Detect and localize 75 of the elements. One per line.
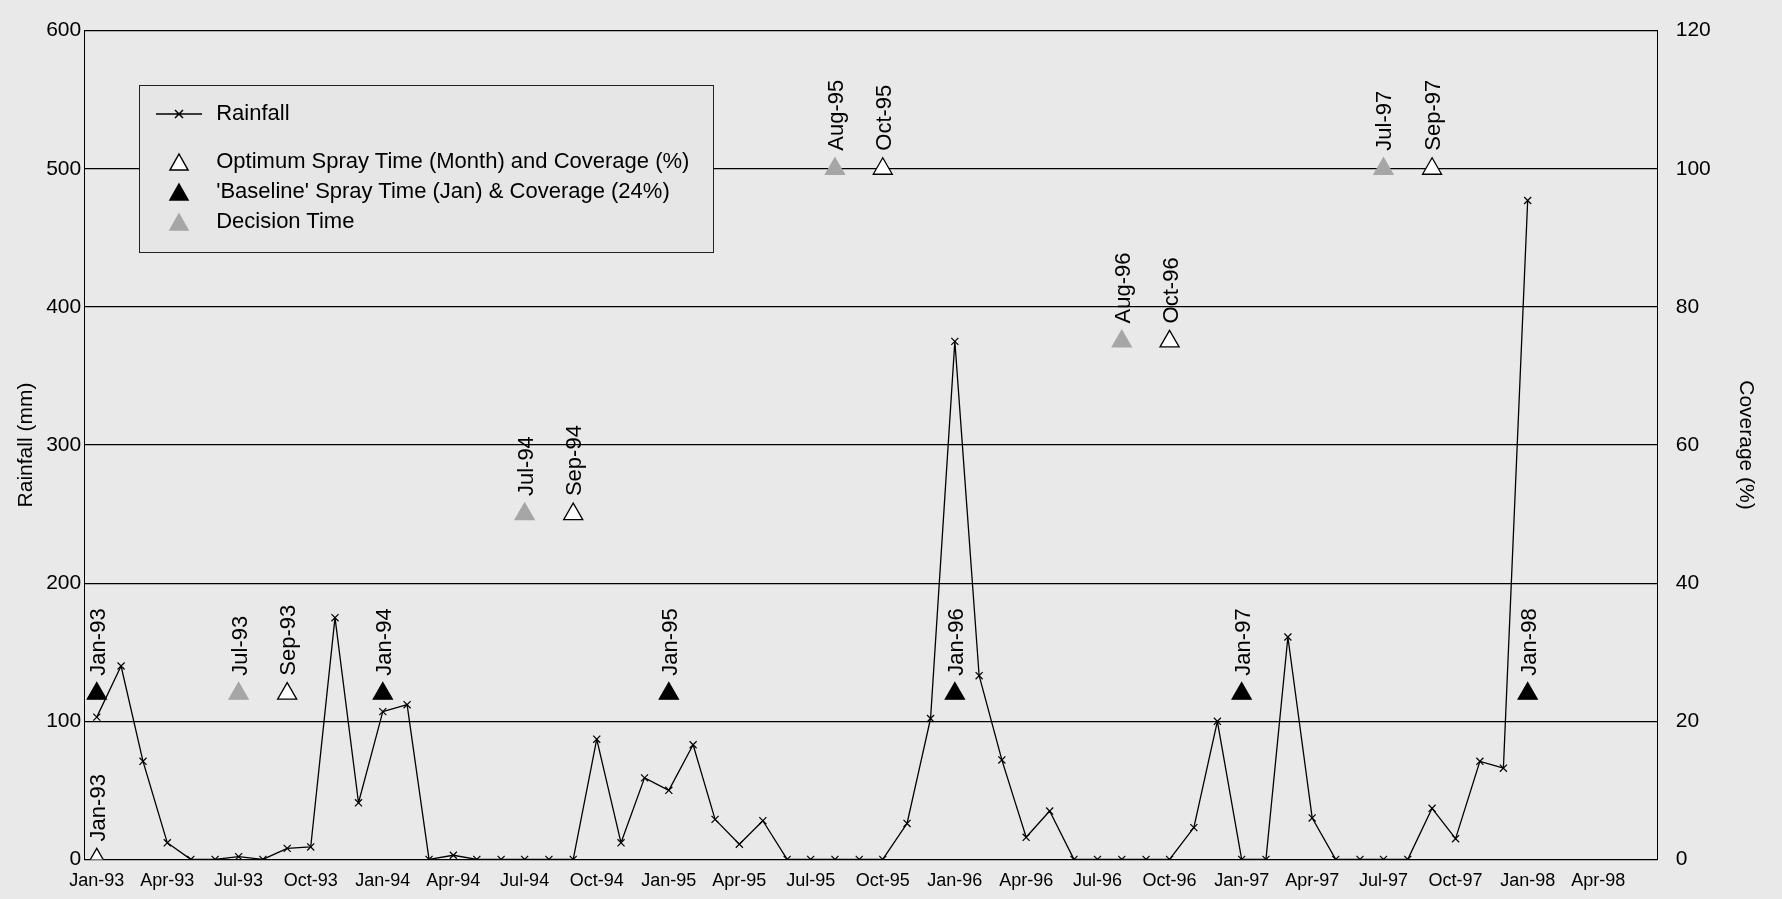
y2-tick-label: 20 [1675,708,1700,732]
x-tick-label: Oct-96 [1142,870,1197,891]
data-label: Aug-96 [1109,252,1135,324]
x-tick-label: Apr-94 [426,870,481,891]
point [1159,329,1180,348]
data-label: Jul-93 [226,615,252,676]
point [372,681,393,700]
x-tick-label: Jan-93 [69,870,125,891]
x-tick-label: Oct-94 [569,870,624,891]
data-label: Jan-94 [370,608,396,676]
point [944,681,966,700]
point [228,681,249,700]
x-tick-label: Oct-95 [855,870,910,891]
point [277,681,298,700]
x-tick-label: Jul-97 [1358,870,1409,891]
x-tick-label: Jul-93 [214,870,264,891]
y-tick-label: 500 [46,155,82,179]
point [1421,157,1443,175]
legend-label: Decision Time [216,207,355,234]
x-tick-label: Jul-96 [1072,870,1122,891]
y2-tick-label: 100 [1675,155,1711,179]
y2-tick-label: 0 [1675,846,1688,870]
data-label: Jul-94 [512,436,538,497]
legend-label: Optimum Spray Time (Month) and Coverage (%) [216,147,690,174]
x-tick-label: Apr-96 [999,870,1054,891]
point [658,681,679,700]
point [514,502,535,521]
y-tick-label: 300 [46,431,82,455]
y-tick-label: 400 [46,293,82,317]
legend-label: Rainfall [216,99,290,126]
point [86,681,107,700]
x-tick-label: Apr-98 [1571,870,1626,891]
x-tick-label: Jan-96 [927,870,983,891]
data-label: Jan-96 [942,608,968,676]
y-tick-label: 0 [69,846,82,870]
y2-axis-title: Coverage (%) [1735,380,1759,510]
y2-tick-label: 60 [1675,431,1700,455]
data-label: Jan-97 [1229,608,1255,676]
point [1231,681,1252,700]
data-label: Jan-93 [84,774,110,842]
x-tick-label: Jan-98 [1500,870,1556,891]
data-label: Sep-94 [561,425,587,497]
point [1517,681,1538,700]
x-tick-label: Jan-97 [1214,870,1270,891]
y2-tick-label: 120 [1675,17,1711,41]
y-tick-label: 200 [46,569,82,593]
y-tick-label: 600 [46,17,82,41]
y-axis-title: Rainfall (mm) [13,382,37,508]
data-label: Jan-93 [84,608,110,676]
x-tick-label: Apr-95 [712,870,767,891]
data-label: Oct-96 [1157,257,1183,324]
data-label: Oct-95 [870,84,896,151]
legend-label: 'Baseline' Spray Time (Jan) & Coverage (24%) [216,177,670,204]
data-label: Aug-95 [822,79,848,151]
x-tick-label: Apr-97 [1285,870,1340,891]
x-tick-label: Apr-93 [140,870,195,891]
data-label: Jul-97 [1371,90,1397,151]
x-tick-label: Jul-94 [500,870,550,891]
y-tick-label: 100 [46,708,82,732]
point [563,502,584,521]
x-tick-label: Oct-97 [1428,870,1483,891]
data-label: Sep-93 [275,604,301,676]
point [872,157,893,175]
point [824,157,846,175]
x-tick-label: Jul-95 [786,870,836,891]
y2-tick-label: 80 [1675,293,1700,317]
data-label: Sep-97 [1420,79,1446,151]
x-tick-label: Oct-93 [283,870,338,891]
point [1373,157,1394,175]
data-label: Jan-95 [656,608,682,676]
x-tick-label: Jan-94 [355,870,411,891]
point [1111,329,1132,348]
x-tick-label: Jan-95 [641,870,697,891]
data-label: Jan-98 [1515,608,1541,676]
y2-tick-label: 40 [1675,569,1700,593]
